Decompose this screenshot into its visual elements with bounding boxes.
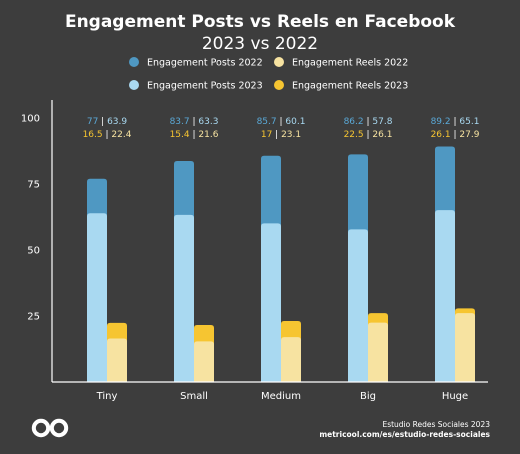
- data-label-reels-tiny: 16.5 | 22.4: [83, 130, 132, 140]
- bar-reels-2022-huge: [455, 313, 475, 382]
- y-tick-label-50: 50: [27, 246, 40, 257]
- data-label-posts-small: 83.7 | 63.3: [170, 117, 219, 127]
- metricool-infinity-logo: [31, 418, 69, 438]
- x-tick-label-small: Small: [180, 391, 208, 402]
- data-label-posts-tiny: 77 | 63.9: [87, 117, 128, 127]
- bar-reels-2022-medium: [281, 337, 301, 382]
- legend-label-posts-2022: Engagement Posts 2022: [147, 58, 263, 69]
- data-label-reels-huge: 26.1 | 27.9: [431, 130, 480, 140]
- bar-reels-2022-big: [368, 322, 388, 382]
- legend-label-posts-2023: Engagement Posts 2023: [147, 81, 263, 92]
- data-label-reels-small: 15.4 | 21.6: [170, 130, 219, 140]
- x-tick-label-medium: Medium: [261, 391, 301, 402]
- x-tick-label-big: Big: [360, 391, 376, 402]
- bar-reels-2022-small: [194, 341, 214, 382]
- legend: Engagement Posts 2022 Engagement Posts 2…: [129, 57, 408, 92]
- y-axis-ticks: 25 50 75 100: [21, 114, 40, 323]
- x-tick-label-huge: Huge: [442, 391, 468, 402]
- legend-label-reels-2023: Engagement Reels 2023: [292, 81, 408, 92]
- bar-reels-2022-tiny: [107, 338, 127, 382]
- legend-swatch-reels-2022: [274, 57, 284, 67]
- y-tick-label-75: 75: [27, 180, 40, 191]
- data-label-posts-huge: 89.2 | 65.1: [431, 117, 480, 127]
- bar-posts-2023-medium: [261, 223, 281, 382]
- legend-swatch-reels-2023: [274, 80, 284, 90]
- legend-label-reels-2022: Engagement Reels 2022: [292, 58, 408, 69]
- footer-url: metricool.com/es/estudio-redes-sociales: [319, 430, 490, 439]
- data-label-posts-big: 86.2 | 57.8: [344, 117, 393, 127]
- legend-swatch-posts-2022: [129, 57, 139, 67]
- footer-source: Estudio Redes Sociales 2023: [382, 420, 490, 429]
- bar-posts-2023-big: [348, 229, 368, 382]
- bar-posts-2023-small: [174, 214, 194, 382]
- chart-title: Engagement Posts vs Reels en Facebook: [65, 12, 456, 32]
- legend-swatch-posts-2023: [129, 80, 139, 90]
- x-tick-label-tiny: Tiny: [96, 391, 118, 402]
- y-tick-label-25: 25: [27, 312, 40, 323]
- data-label-reels-medium: 17 | 23.1: [261, 130, 301, 140]
- data-label-posts-medium: 85.7 | 60.1: [257, 117, 306, 127]
- bars: [87, 146, 475, 382]
- data-label-reels-big: 22.5 | 26.1: [344, 130, 393, 140]
- x-axis-ticks: Tiny Small Medium Big Huge: [96, 391, 469, 402]
- data-labels: 77 | 63.9 16.5 | 22.4 83.7 | 63.3 15.4 | 21…: [83, 117, 480, 140]
- bar-posts-2023-huge: [435, 210, 455, 382]
- bar-posts-2023-tiny: [87, 213, 107, 382]
- chart-subtitle: 2023 vs 2022: [202, 34, 318, 54]
- y-tick-label-100: 100: [21, 114, 40, 125]
